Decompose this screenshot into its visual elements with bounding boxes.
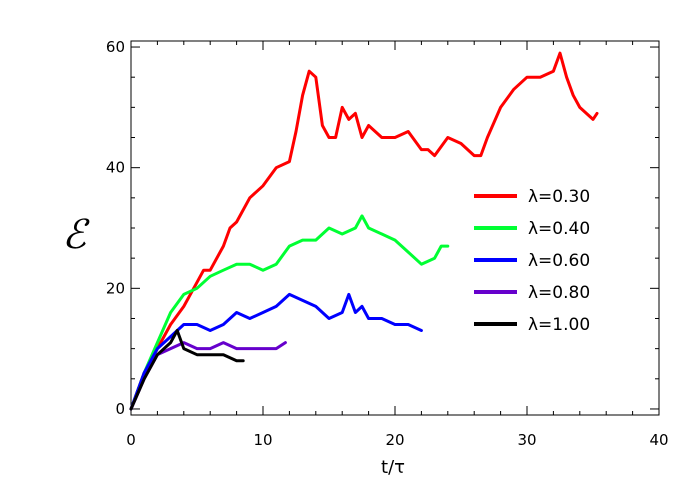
legend-label: λ=0.60 xyxy=(528,251,590,271)
series-line xyxy=(129,51,599,411)
legend-label: λ=0.30 xyxy=(528,187,590,207)
x-axis-label: t/τ xyxy=(381,457,405,478)
y-tick-label: 40 xyxy=(106,159,125,177)
legend: λ=0.30 λ=0.40 λ=0.60 λ=0.80 λ=1.00 xyxy=(474,187,590,335)
y-axis-label: ℰ xyxy=(62,212,90,258)
y-tick-label: 20 xyxy=(106,279,125,297)
series-line xyxy=(129,329,245,411)
legend-label: λ=0.80 xyxy=(528,283,590,303)
x-tick-label: 30 xyxy=(517,431,536,449)
axis-ticks: 0 10 20 30 40 0 20 40 60 xyxy=(106,38,669,449)
x-tick-label: 0 xyxy=(126,431,136,449)
x-tick-label: 10 xyxy=(253,431,272,449)
series-lines xyxy=(129,51,599,411)
legend-label: λ=1.00 xyxy=(528,315,590,335)
y-tick-label: 60 xyxy=(106,38,125,56)
x-tick-label: 20 xyxy=(385,431,404,449)
legend-label: λ=0.40 xyxy=(528,219,590,239)
y-tick-label: 0 xyxy=(115,400,125,418)
series-line xyxy=(129,214,450,411)
series-line xyxy=(129,292,423,411)
x-tick-label: 40 xyxy=(649,431,668,449)
